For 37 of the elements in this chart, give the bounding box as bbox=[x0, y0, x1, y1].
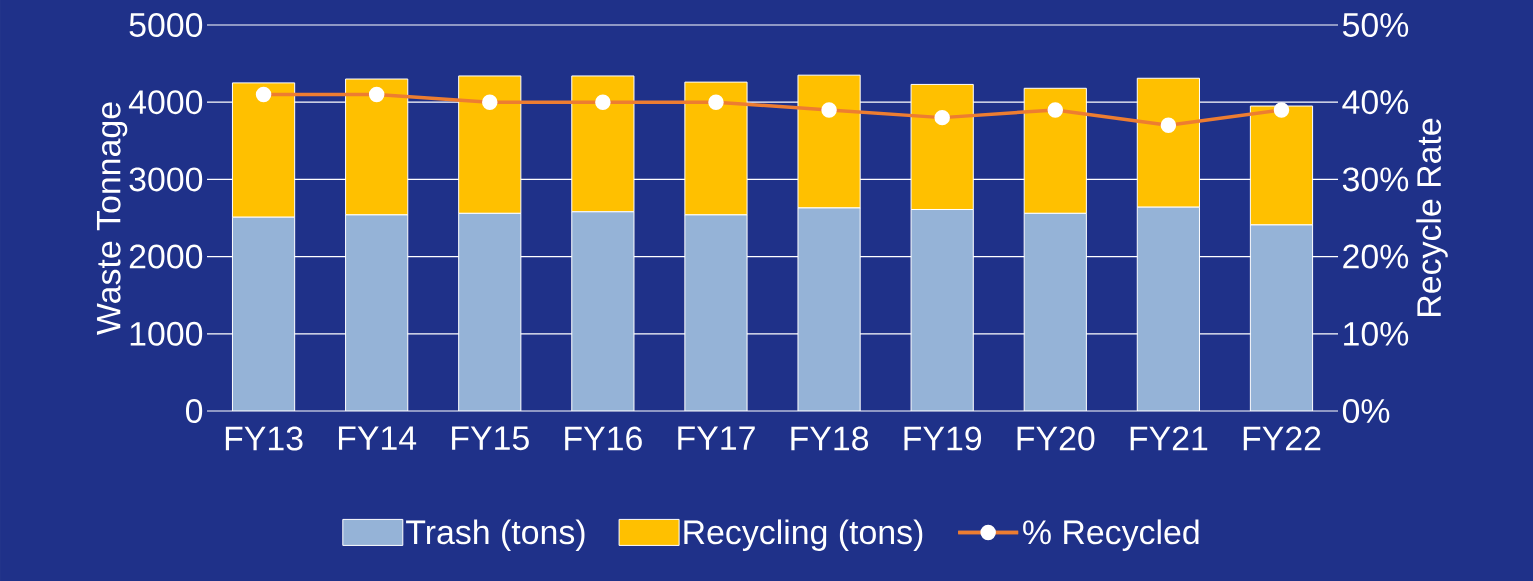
bar bbox=[345, 214, 409, 411]
x-tick-label: FY18 bbox=[791, 426, 869, 451]
bar bbox=[458, 212, 522, 411]
bar bbox=[1023, 212, 1087, 411]
x-tick-label: FY13 bbox=[225, 426, 303, 451]
bar bbox=[797, 207, 861, 411]
y2-axis-title: Recycle Rate bbox=[1416, 118, 1448, 316]
bar bbox=[910, 208, 974, 411]
y-axis-title: Waste Tonnage bbox=[96, 102, 128, 335]
bar bbox=[231, 216, 296, 411]
legend-label: % Recycled bbox=[1023, 519, 1199, 551]
x-tick-label: FY15 bbox=[452, 426, 529, 451]
x-tick-label: FY19 bbox=[904, 426, 982, 451]
y2-tick-label: 0% bbox=[1342, 398, 1390, 423]
x-tick-label: FY20 bbox=[1017, 426, 1095, 451]
x-tick-label: FY14 bbox=[338, 426, 417, 450]
y-tick-label: 2000 bbox=[129, 244, 203, 269]
legend-label: Recycling (tons) bbox=[684, 519, 923, 551]
y-tick-label: 4000 bbox=[128, 90, 203, 115]
y2-tick-label: 30% bbox=[1342, 167, 1409, 192]
bar bbox=[571, 211, 635, 411]
x-tick-label: FY21 bbox=[1130, 426, 1208, 451]
y-tick-label: 1000 bbox=[130, 321, 203, 346]
y-tick-label: 3000 bbox=[129, 167, 203, 192]
y2-tick-label: 40% bbox=[1342, 90, 1409, 115]
y2-tick-label: 50% bbox=[1342, 12, 1409, 37]
x-tick-label: FY17 bbox=[678, 426, 755, 450]
bar bbox=[684, 214, 748, 411]
x-tick-label: FY22 bbox=[1243, 426, 1321, 451]
y2-tick-label: 20% bbox=[1343, 244, 1409, 269]
y2-tick-label: 10% bbox=[1344, 321, 1409, 346]
bar bbox=[1136, 206, 1200, 411]
legend-label: Trash (tons) bbox=[406, 519, 585, 551]
y-tick-label: 5000 bbox=[129, 12, 203, 37]
bar bbox=[1249, 224, 1314, 411]
x-tick-label: FY16 bbox=[565, 426, 642, 451]
y-tick-label: 0 bbox=[185, 398, 203, 423]
